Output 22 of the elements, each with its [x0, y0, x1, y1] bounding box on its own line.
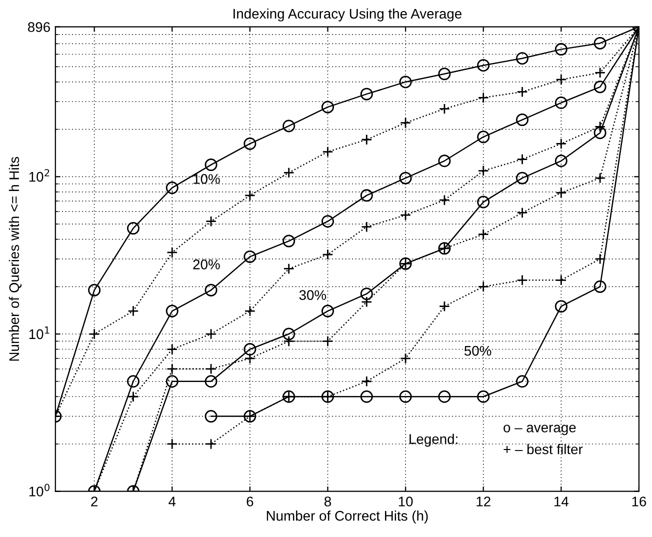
- y-tick-label: 896: [28, 22, 50, 32]
- annotation: 20%: [193, 260, 220, 270]
- x-tick-label: 14: [554, 496, 568, 506]
- y-tick-label: 10$^{1}$: [29, 326, 50, 340]
- annotation: 10%: [194, 174, 220, 184]
- x-tick-label: 10: [398, 496, 413, 506]
- annotation: + – best filter: [504, 444, 583, 454]
- annotation: Legend:: [410, 434, 458, 447]
- x-tick-label: 4: [168, 496, 176, 506]
- x-tick-label: 2: [91, 496, 98, 506]
- annotation: o – average: [504, 424, 576, 436]
- y-tick-label: 10$^{2}$: [29, 169, 50, 182]
- annotation: 50%: [464, 346, 492, 356]
- y-tick-label: 10$^{0}$: [29, 484, 50, 496]
- annotation: 30%: [299, 290, 326, 300]
- x-tick-label: 12: [476, 496, 490, 506]
- x-tick-label: 8: [324, 496, 331, 506]
- x-tick-label: 6: [246, 496, 254, 506]
- x-tick-label: 16: [632, 496, 646, 506]
- chart-title: Indexing Accuracy Using the Average: [234, 8, 462, 22]
- y-axis-title: Number of Queries with <= h Hits: [8, 156, 22, 361]
- x-axis-title: Number of Correct Hits (h): [266, 510, 428, 524]
